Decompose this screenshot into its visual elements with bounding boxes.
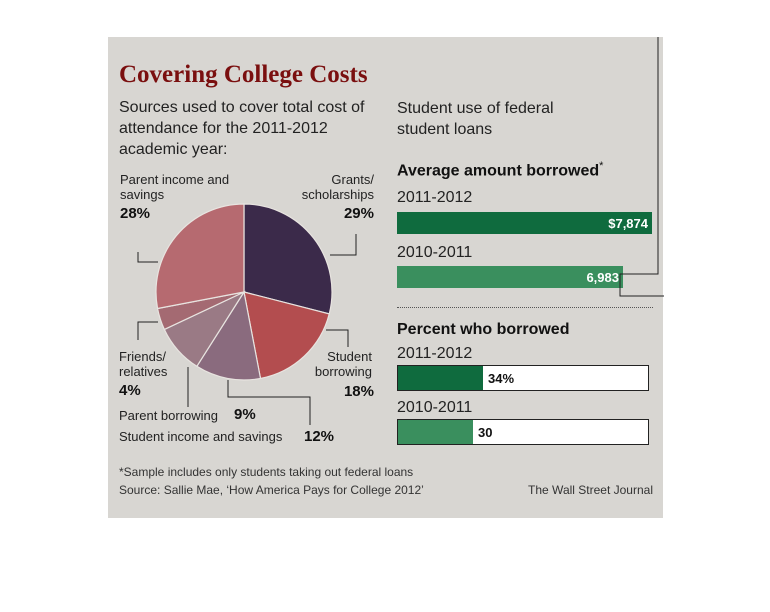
- pct-bar-value-0: 34%: [488, 371, 515, 386]
- pct-bar-row-1: 30: [397, 419, 649, 445]
- avg-bar-fill-0: [397, 212, 652, 234]
- leader-student-income: [227, 380, 311, 425]
- source-line: Source: Sallie Mae, ‘How America Pays fo…: [119, 483, 424, 497]
- avg-section-heading: Average amount borrowed*: [397, 160, 603, 180]
- avg-bar-fill-1: [397, 266, 623, 288]
- pct-bar-value-1: 30: [478, 425, 493, 440]
- avg-bar-value-0: $7,874: [608, 216, 648, 231]
- avg-heading-asterisk: *: [599, 160, 604, 172]
- avg-year-1: 2010-2011: [397, 244, 473, 261]
- pct-bar-fill-0: [398, 366, 483, 390]
- section-divider: [397, 307, 653, 308]
- footnote: *Sample includes only students taking ou…: [119, 465, 414, 479]
- pie-pct-student-income: 12%: [304, 428, 335, 445]
- leader-parent-income: [137, 252, 158, 263]
- avg-bar-row-1: 6,983: [397, 266, 652, 288]
- pie-label-grants: Grants/ scholarships: [301, 172, 374, 202]
- pct-bar-row-0: 34%: [397, 365, 649, 391]
- pie-chart: [137, 203, 357, 425]
- avg-bar-row-0: $7,874: [397, 212, 652, 234]
- pie-slice-student-borrowing: [243, 291, 330, 380]
- pie-pct-parent-borrowing: 9%: [234, 406, 256, 423]
- pie-pct-parent-income: 28%: [120, 205, 151, 222]
- leader-student-borrowing: [326, 329, 349, 347]
- pie-slice-grants: [243, 203, 333, 315]
- pie-label-student-borrowing: Student borrowing: [314, 349, 372, 379]
- pie-pct-student-borrowing: 18%: [343, 383, 374, 400]
- chart-subtitle: Sources used to cover total cost of atte…: [119, 99, 365, 158]
- avg-bar-value-1: 6,983: [586, 270, 619, 285]
- pie-label-friends: Friends/ relatives: [119, 349, 168, 379]
- leader-friends: [137, 321, 158, 340]
- pie-label-parent-income: Parent income and savings: [120, 172, 230, 202]
- pie-pct-grants: 29%: [343, 205, 374, 222]
- pie-slice-parent-income: [155, 203, 245, 310]
- infographic-panel: Covering College Costs Sources used to c…: [108, 37, 663, 518]
- credit-line: The Wall Street Journal: [528, 483, 653, 497]
- leader-grants: [330, 234, 357, 256]
- loans-header: Student use of federal student loans: [397, 100, 554, 138]
- pct-year-0: 2011-2012: [397, 345, 473, 362]
- pie-label-parent-borrowing: Parent borrowing: [119, 408, 218, 423]
- avg-year-0: 2011-2012: [397, 189, 473, 206]
- pct-bar-fill-1: [398, 420, 473, 444]
- pie-pct-friends: 4%: [119, 382, 141, 399]
- pie-slice-student-income: [196, 290, 262, 381]
- pct-year-1: 2010-2011: [397, 399, 473, 416]
- pie-label-student-income: Student income and savings: [119, 429, 283, 444]
- pct-section-heading: Percent who borrowed: [397, 321, 570, 338]
- chart-title: Covering College Costs: [119, 61, 368, 88]
- avg-heading-text: Average amount borrowed: [397, 162, 600, 180]
